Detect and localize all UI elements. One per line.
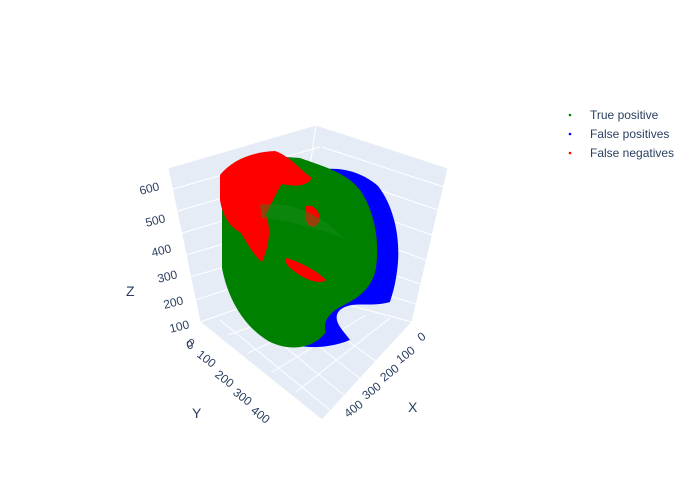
legend-label: True positive (590, 108, 659, 122)
series-false-negatives-region (220, 151, 312, 262)
legend-label: False negatives (590, 146, 674, 160)
z-axis-title: Z (126, 283, 135, 299)
legend-marker-false-negatives (568, 151, 572, 155)
y-tick: 100 (194, 347, 219, 371)
data-cloud (220, 151, 399, 348)
x-axis-title: X (408, 399, 418, 415)
z-axis-ticks: 600 500 400 300 200 100 0 (138, 179, 195, 352)
x-tick: 400 (341, 397, 366, 421)
x-tick: 300 (359, 379, 384, 403)
z-tick: 200 (162, 293, 185, 312)
z-tick: 100 (168, 317, 191, 336)
z-tick: 400 (150, 241, 173, 260)
z-tick: 0 (185, 337, 195, 352)
legend-marker-true-positive (568, 113, 572, 117)
legend-item-false-positives[interactable]: False positives (568, 127, 670, 141)
z-tick: 600 (138, 179, 161, 198)
y-tick: 400 (248, 403, 273, 427)
legend-item-true-positive[interactable]: True positive (568, 108, 659, 122)
series-false-negatives-patch (306, 205, 320, 227)
y-tick: 200 (212, 367, 237, 391)
legend-marker-false-positives (568, 132, 572, 136)
x-tick: 100 (393, 343, 418, 367)
z-tick: 300 (156, 267, 179, 286)
legend-item-false-negatives[interactable]: False negatives (568, 146, 674, 160)
series-false-negatives-streak (285, 258, 326, 282)
y-axis-title: Y (192, 405, 202, 421)
x-tick: 200 (377, 361, 402, 385)
legend: True positive False positives False nega… (568, 108, 674, 160)
y-tick: 300 (230, 385, 255, 409)
x-tick: 0 (415, 329, 429, 344)
z-tick: 500 (144, 211, 167, 230)
series-true-positive-highlight (260, 203, 344, 238)
legend-label: False positives (590, 127, 669, 141)
